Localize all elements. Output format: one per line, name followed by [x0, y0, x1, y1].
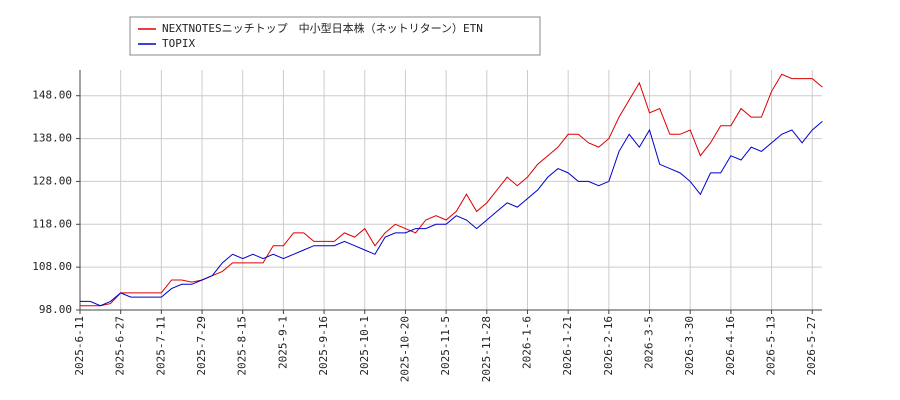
x-tick-label: 2025-7-29 [195, 316, 208, 376]
y-tick-label: 118.00 [32, 217, 72, 230]
x-tick-label: 2025-8-15 [236, 316, 249, 376]
x-tick-label: 2026-4-16 [724, 316, 737, 376]
x-tick-label: 2026-1-21 [561, 316, 574, 376]
x-tick-label: 2025-6-11 [73, 316, 86, 376]
x-tick-label: 2025-9-1 [276, 316, 289, 369]
x-tick-label: 2025-10-1 [358, 316, 371, 376]
y-tick-label: 138.00 [32, 132, 72, 145]
series-line [80, 73, 823, 307]
legend-label: NEXTNOTESニッチトップ 中小型日本株（ネットリターン）ETN [162, 21, 483, 35]
y-tick-label: 148.00 [32, 89, 72, 102]
x-tick-label: 2025-11-28 [480, 316, 493, 382]
x-tick-label: 2025-6-27 [114, 316, 127, 376]
x-tick-label: 2026-3-30 [683, 316, 696, 376]
x-tick-label: 2026-1-6 [520, 316, 533, 369]
y-tick-label: 98.00 [39, 303, 72, 316]
x-tick-label: 2026-2-16 [602, 316, 615, 376]
legend-label: TOPIX [162, 37, 195, 50]
x-tick-label: 2025-11-5 [439, 316, 452, 376]
x-tick-label: 2025-7-11 [154, 316, 167, 376]
y-tick-label: 128.00 [32, 174, 72, 187]
x-tick-label: 2026-5-13 [765, 316, 778, 376]
y-tick-label: 108.00 [32, 260, 72, 273]
x-tick-label: 2026-5-27 [805, 316, 818, 376]
x-tick-label: 2025-10-20 [398, 316, 411, 382]
x-tick-label: 2026-3-5 [643, 316, 656, 369]
series-line [80, 121, 823, 307]
x-tick-label: 2025-9-16 [317, 316, 330, 376]
legend-box [129, 16, 541, 56]
